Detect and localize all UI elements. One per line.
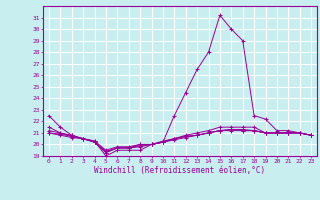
X-axis label: Windchill (Refroidissement éolien,°C): Windchill (Refroidissement éolien,°C) bbox=[94, 166, 266, 175]
